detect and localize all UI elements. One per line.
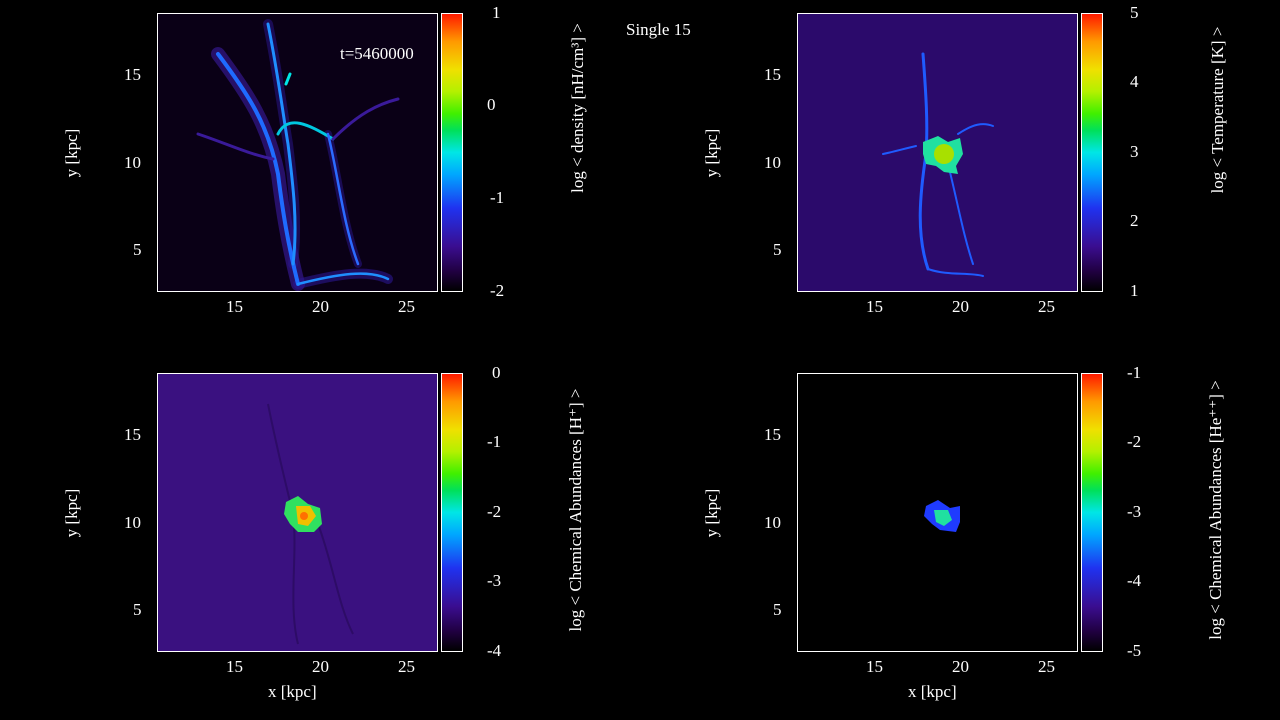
heplusplus-cbar-tick: -4 bbox=[1127, 571, 1142, 590]
density-filaments bbox=[196, 19, 400, 291]
temperature-colorbar-label: log < Temperature [K] > bbox=[1208, 26, 1227, 194]
density-y-label: y [kpc] bbox=[62, 128, 81, 178]
temperature-cbar-tick: 3 bbox=[1130, 142, 1139, 161]
heplusplus-colorbar-label: log < Chemical Abundances [He⁺⁺] > bbox=[1206, 380, 1225, 640]
heplusplus-x-tick: 20 bbox=[952, 657, 969, 676]
density-x-tick: 25 bbox=[398, 297, 415, 316]
hplus-x-tick: 20 bbox=[312, 657, 329, 676]
hplus-cbar-tick: 0 bbox=[492, 363, 501, 382]
temperature-cbar-tick: 4 bbox=[1130, 72, 1139, 91]
hplus-x-tick: 15 bbox=[226, 657, 243, 676]
hplus-cbar-tick: -4 bbox=[487, 641, 502, 660]
temperature-y-label: y [kpc] bbox=[702, 128, 721, 178]
heplusplus-y-label: y [kpc] bbox=[702, 488, 721, 538]
density-map: t=5460000 bbox=[157, 13, 438, 292]
density-x-tick: 15 bbox=[226, 297, 243, 316]
temperature-colorbar bbox=[1081, 13, 1103, 292]
heplusplus-x-tick: 25 bbox=[1038, 657, 1055, 676]
heplusplus-region bbox=[924, 500, 960, 532]
temperature-cbar-tick: 5 bbox=[1130, 3, 1139, 22]
density-cbar-tick: -2 bbox=[490, 281, 505, 300]
density-colorbar-label: log < density [nH/cm³] > bbox=[568, 23, 587, 193]
temperature-x-tick: 25 bbox=[1038, 297, 1055, 316]
heplusplus-colorbar bbox=[1081, 373, 1103, 652]
temperature-cbar-tick: 1 bbox=[1130, 281, 1139, 300]
density-cbar-tick: 0 bbox=[487, 95, 496, 114]
density-cbar-tick: 1 bbox=[492, 3, 501, 22]
temperature-x-tick: 15 bbox=[866, 297, 883, 316]
heplusplus-cbar-tick: -5 bbox=[1127, 641, 1142, 660]
hplus-cbar-tick: -1 bbox=[487, 432, 502, 451]
figure-title: Single 15 bbox=[626, 20, 691, 39]
heplusplus-x-tick: 15 bbox=[866, 657, 883, 676]
temperature-y-tick: 5 bbox=[773, 240, 782, 259]
temperature-y-tick: 15 bbox=[764, 65, 781, 84]
hplus-y-tick: 15 bbox=[124, 425, 141, 444]
temperature-y-tick: 10 bbox=[764, 153, 781, 172]
temperature-x-tick: 20 bbox=[952, 297, 969, 316]
hplus-colorbar bbox=[441, 373, 463, 652]
temperature-filaments bbox=[882, 52, 994, 277]
hplus-y-label: y [kpc] bbox=[62, 488, 81, 538]
hplus-y-tick: 10 bbox=[124, 513, 141, 532]
heplusplus-y-tick: 15 bbox=[764, 425, 781, 444]
heplusplus-y-tick: 10 bbox=[764, 513, 781, 532]
hplus-region bbox=[267, 403, 354, 645]
density-y-tick: 5 bbox=[133, 240, 142, 259]
density-colorbar bbox=[441, 13, 463, 292]
hplus-x-tick: 25 bbox=[398, 657, 415, 676]
hplus-y-tick: 5 bbox=[133, 600, 142, 619]
hplus-colorbar-label: log < Chemical Abundances [H⁺] > bbox=[566, 388, 585, 632]
heplusplus-cbar-tick: -2 bbox=[1127, 432, 1142, 451]
temperature-map bbox=[797, 13, 1078, 292]
density-y-tick: 15 bbox=[124, 65, 141, 84]
density-cbar-tick: -1 bbox=[490, 188, 505, 207]
density-x-tick: 20 bbox=[312, 297, 329, 316]
temperature-cbar-tick: 2 bbox=[1130, 211, 1139, 230]
heplusplus-cbar-tick: -3 bbox=[1127, 502, 1142, 521]
hplus-map bbox=[157, 373, 438, 652]
hplus-cbar-tick: -2 bbox=[487, 502, 502, 521]
timestamp-label: t=5460000 bbox=[340, 44, 414, 63]
heplusplus-y-tick: 5 bbox=[773, 600, 782, 619]
heplusplus-x-label: x [kpc] bbox=[908, 682, 957, 701]
hplus-cbar-tick: -3 bbox=[487, 571, 502, 590]
heplusplus-map bbox=[797, 373, 1078, 652]
density-y-tick: 10 bbox=[124, 153, 141, 172]
heplusplus-cbar-tick: -1 bbox=[1127, 363, 1142, 382]
hplus-x-label: x [kpc] bbox=[268, 682, 317, 701]
